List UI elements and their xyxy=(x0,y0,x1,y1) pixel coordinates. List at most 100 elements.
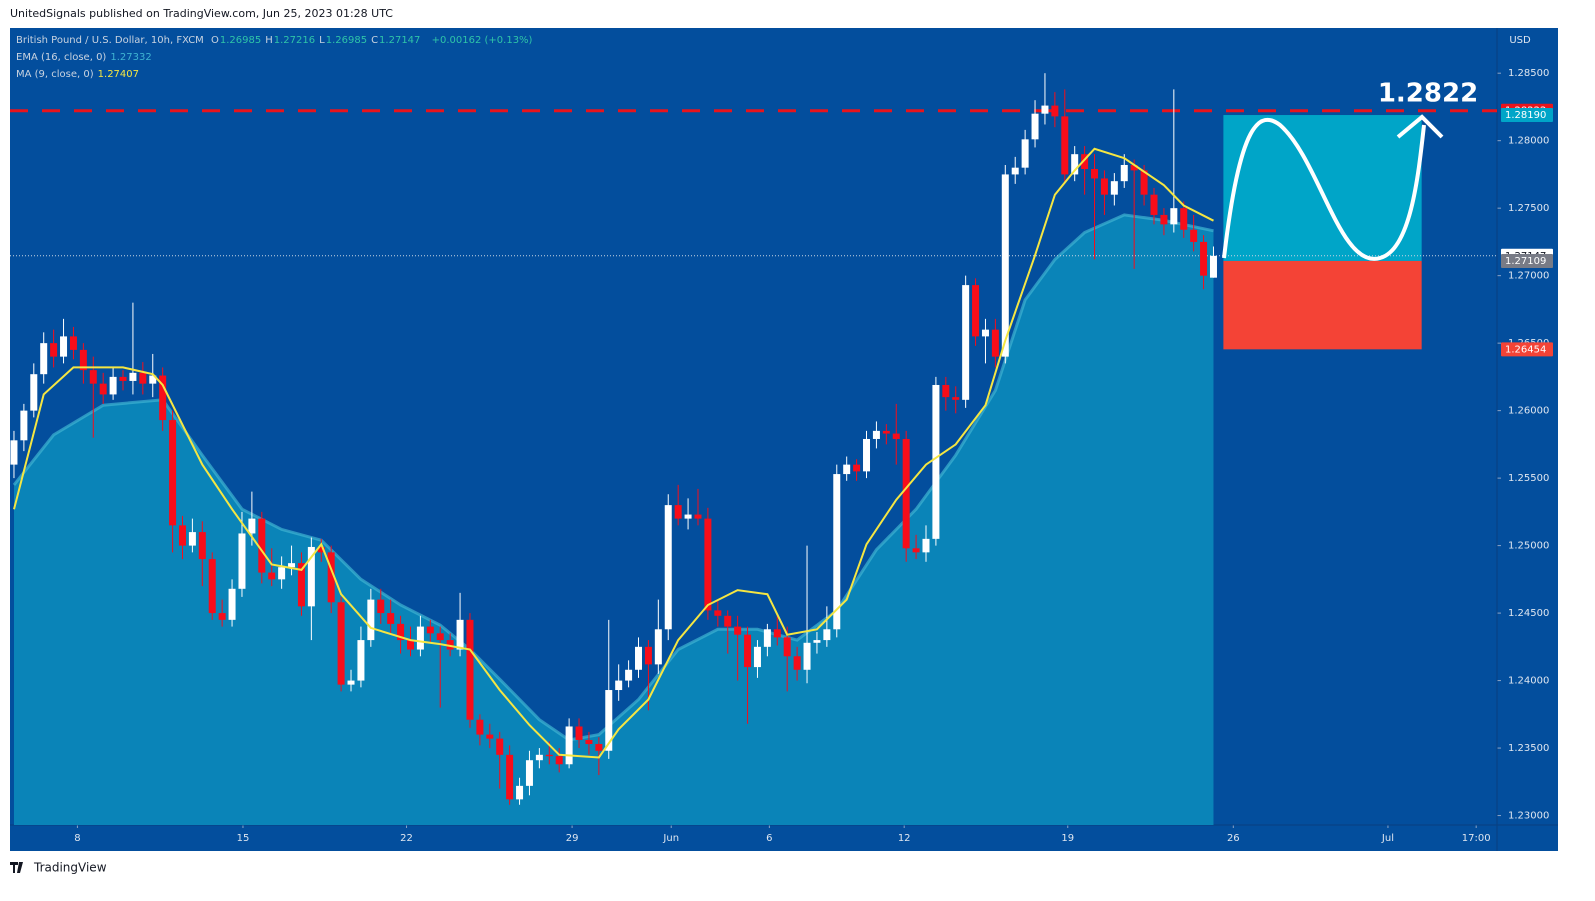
candle-body xyxy=(288,563,296,568)
candle-body xyxy=(763,629,771,647)
candle-body xyxy=(1130,164,1138,171)
candle-body xyxy=(159,375,167,421)
candle-body xyxy=(486,734,494,739)
y-tick-label: 1.28000 xyxy=(1508,136,1549,147)
candle-body xyxy=(1031,113,1039,140)
ohlc-value: 1.27216 xyxy=(273,35,316,46)
candle-body xyxy=(1190,229,1198,242)
candle-body xyxy=(1160,214,1168,225)
candle-body xyxy=(377,599,385,614)
ohlc-label: C xyxy=(371,35,379,46)
price-label-box xyxy=(1501,342,1553,357)
candle-body xyxy=(525,760,533,786)
candle-body xyxy=(1051,105,1059,117)
candle-body xyxy=(1011,167,1019,175)
candle-body xyxy=(20,410,28,441)
y-tick-label: 1.26000 xyxy=(1508,406,1549,417)
price-label: 1.26454 xyxy=(1505,344,1546,355)
candle-body xyxy=(149,375,157,384)
candle-body xyxy=(635,646,643,670)
candle-body xyxy=(734,626,742,635)
candle-body xyxy=(60,336,68,357)
ohlc-value: 1.26985 xyxy=(219,35,262,46)
candle-body xyxy=(1081,154,1089,170)
brand: TradingView xyxy=(33,861,107,875)
x-tick-label: 29 xyxy=(566,833,579,844)
candle-body xyxy=(506,754,514,800)
x-tick-label: 6 xyxy=(766,833,772,844)
price-label: 1.27109 xyxy=(1505,256,1546,267)
candle-body xyxy=(952,397,960,400)
candle-body xyxy=(823,629,831,641)
y-tick-label: 1.27500 xyxy=(1508,203,1549,214)
candle-body xyxy=(208,559,216,614)
candle-body xyxy=(406,640,414,650)
y-tick-label: 1.24500 xyxy=(1508,608,1549,619)
projection-curve xyxy=(1222,117,1426,261)
candle-body xyxy=(714,610,722,616)
candle-body xyxy=(188,532,196,546)
candle-body xyxy=(724,615,732,627)
candle-body xyxy=(99,383,107,395)
price-label: 1.28190 xyxy=(1505,110,1546,121)
candle-body xyxy=(268,572,276,580)
candle-body xyxy=(972,285,980,337)
candle-body xyxy=(843,464,851,475)
ohlc-label: H xyxy=(265,35,273,46)
candle-body xyxy=(10,440,18,465)
candle-body xyxy=(753,646,761,668)
candle-body xyxy=(981,329,989,337)
projection-arrow xyxy=(1396,114,1444,139)
y-tick-label: 1.25000 xyxy=(1508,541,1549,552)
candle-body xyxy=(258,518,266,573)
candle-body xyxy=(803,642,811,670)
ema-line xyxy=(12,213,1214,742)
candle-body xyxy=(178,525,186,546)
candle-body xyxy=(397,623,405,641)
candle-body xyxy=(1120,164,1128,182)
candle-body xyxy=(109,376,117,395)
candle-body xyxy=(1170,208,1178,225)
ema-name: EMA (16, close, 0) xyxy=(16,52,107,63)
legend-ma: MA (9, close, 0) 1.27407 xyxy=(16,69,143,80)
ohlc-value: 1.26985 xyxy=(325,35,368,46)
candle-body xyxy=(446,640,454,650)
candle-body xyxy=(218,613,226,620)
ohlc: O1.26985 H1.27216 L1.26985 C1.27147 xyxy=(211,35,424,46)
y-tick-label: 1.24000 xyxy=(1508,676,1549,687)
position-profit xyxy=(1223,115,1422,261)
candle-body xyxy=(962,285,970,400)
ema-area xyxy=(13,214,1214,825)
ma-last: 1.27407 xyxy=(97,69,140,80)
candle-body xyxy=(307,546,315,607)
candle-body xyxy=(1001,174,1009,357)
candle-body xyxy=(1091,169,1099,179)
candle-body xyxy=(1100,178,1108,195)
candle-body xyxy=(932,384,940,539)
ohlc-value: 1.27147 xyxy=(379,35,421,46)
candle-body xyxy=(853,464,861,472)
legend-main: British Pound / U.S. Dollar, 10h, FXCM O… xyxy=(16,35,536,46)
candle-body xyxy=(436,633,444,641)
candle-body xyxy=(139,372,147,384)
ma-line xyxy=(13,147,1214,759)
candle-body xyxy=(892,433,900,439)
ma-name: MA (9, close, 0) xyxy=(16,69,94,80)
candle-body xyxy=(516,785,524,800)
x-tick-label: 12 xyxy=(898,833,911,844)
candle-body xyxy=(1110,181,1118,195)
candle-body xyxy=(694,514,702,519)
ohlc-label: L xyxy=(319,35,325,46)
candle-body xyxy=(238,533,246,589)
candle-body xyxy=(248,518,256,534)
candle-body xyxy=(79,349,87,371)
candle-body xyxy=(1200,241,1208,276)
candle-body xyxy=(991,329,999,357)
candle-body xyxy=(555,756,563,765)
candle-body xyxy=(545,754,553,757)
candle-body xyxy=(872,430,880,439)
candle-body xyxy=(496,738,504,755)
candle-body xyxy=(863,438,871,472)
candle-body xyxy=(347,680,355,685)
